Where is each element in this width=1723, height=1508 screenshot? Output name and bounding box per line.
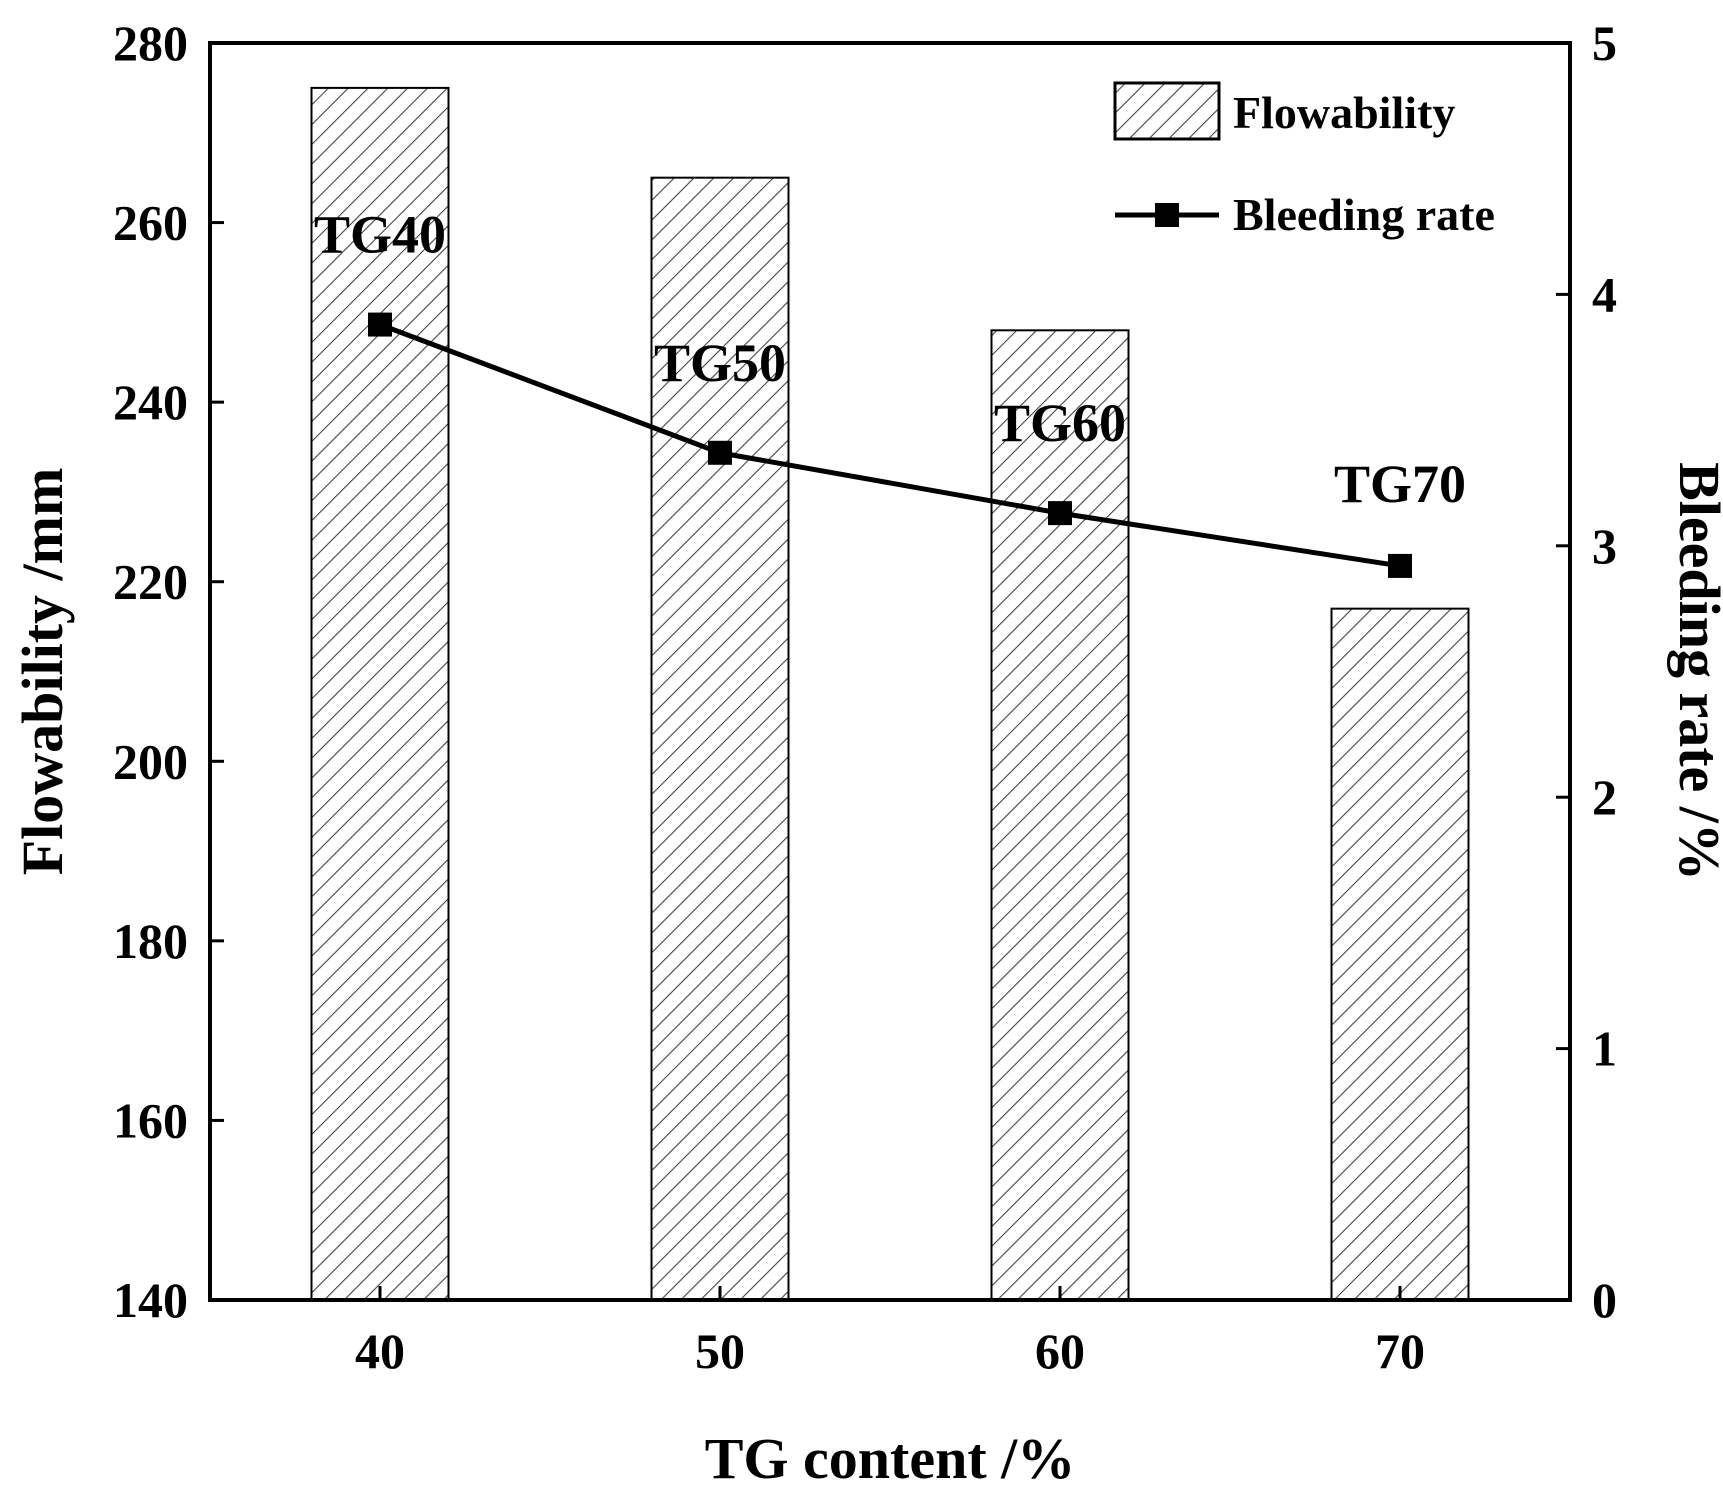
- legend-flowability-label: Flowability: [1233, 87, 1455, 138]
- right-tick-label: 2: [1592, 769, 1617, 825]
- flowability-bar-60: [990, 329, 1130, 1302]
- x-tick-label: 50: [695, 1323, 745, 1379]
- left-y-axis: 140 160 180 200 220 240 260 280: [113, 15, 224, 1328]
- right-tick-label: 5: [1592, 15, 1617, 71]
- point-label-TG40: TG40: [314, 205, 446, 265]
- right-tick-label: 0: [1592, 1272, 1617, 1328]
- left-tick-label: 260: [113, 195, 188, 251]
- flowability-bar-40: [310, 86, 450, 1302]
- flowability-bar-50: [650, 176, 790, 1301]
- bleeding-rate-marker-40: [368, 312, 392, 337]
- legend-bleeding-rate-label: Bleeding rate: [1233, 189, 1495, 240]
- legend: Flowability Bleeding rate: [1113, 81, 1495, 240]
- bleeding-rate-marker-50: [708, 440, 732, 465]
- left-tick-label: 180: [113, 913, 188, 969]
- left-tick-label: 140: [113, 1272, 188, 1328]
- legend-flowability-swatch: [1113, 81, 1221, 141]
- flowability-bar-70: [1330, 607, 1470, 1301]
- right-y-axis-title: Bleeding rate /%: [1667, 462, 1723, 881]
- left-tick-label: 240: [113, 374, 188, 430]
- left-y-axis-title: Flowability /mm: [10, 468, 75, 876]
- point-label-TG50: TG50: [654, 333, 786, 393]
- bleeding-rate-series: [368, 312, 1412, 578]
- x-axis-title: TG content /%: [705, 1426, 1076, 1491]
- point-label-TG60: TG60: [994, 393, 1126, 453]
- left-tick-label: 280: [113, 15, 188, 71]
- bleeding-rate-marker-70: [1388, 553, 1412, 578]
- legend-bleeding-rate-marker: [1155, 203, 1179, 227]
- right-tick-label: 1: [1592, 1021, 1617, 1077]
- x-tick-label: 40: [355, 1323, 405, 1379]
- right-tick-label: 4: [1592, 266, 1617, 322]
- x-tick-label: 70: [1375, 1323, 1425, 1379]
- left-tick-label: 200: [113, 733, 188, 789]
- right-y-axis: 0 1 2 3 4 5: [1556, 15, 1617, 1328]
- x-tick-label: 60: [1035, 1323, 1085, 1379]
- point-label-TG70: TG70: [1334, 454, 1466, 514]
- flowability-bars: [310, 86, 1470, 1302]
- left-tick-label: 160: [113, 1092, 188, 1148]
- point-labels: TG40 TG50 TG60 TG70: [314, 205, 1466, 514]
- left-tick-label: 220: [113, 554, 188, 610]
- bleeding-rate-marker-60: [1048, 501, 1072, 526]
- plot-frame: [208, 41, 1572, 1302]
- x-axis: 40 50 60 70: [355, 1286, 1425, 1379]
- bleeding-rate-line: [379, 322, 1401, 569]
- right-tick-label: 3: [1592, 518, 1617, 574]
